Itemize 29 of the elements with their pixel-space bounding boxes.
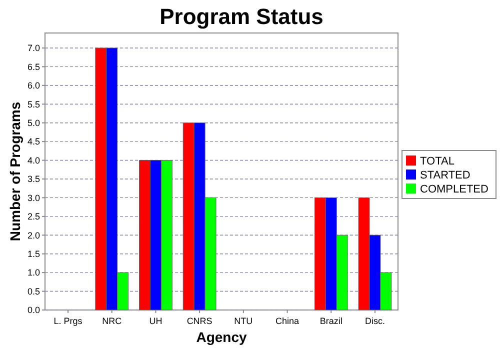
- legend-label: COMPLETED: [420, 184, 489, 196]
- x-tick-label: China: [276, 316, 300, 326]
- y-tick-label: 4.5: [27, 136, 40, 147]
- legend-label: STARTED: [420, 170, 470, 182]
- x-tick-label: Brazil: [320, 316, 342, 326]
- y-tick-label: 3.5: [27, 174, 40, 184]
- y-tick-label: 2.5: [27, 212, 40, 222]
- x-tick-label: CNRS: [186, 316, 212, 326]
- y-tick-label: 3.0: [27, 192, 40, 203]
- x-tick-label: Disc.: [364, 316, 385, 326]
- y-tick-label: 6.0: [27, 80, 40, 91]
- y-tick-label: 2.0: [27, 230, 40, 240]
- x-tick-label: NTU: [234, 316, 253, 326]
- y-tick-label: 1.5: [27, 249, 40, 259]
- x-tick-label: L. Prgs: [54, 316, 83, 326]
- y-axis-title: Number of Programs: [7, 102, 23, 242]
- x-axis-title: Agency: [196, 329, 247, 345]
- legend-label: TOTAL: [420, 156, 454, 168]
- y-tick-label: 0.5: [27, 286, 40, 296]
- y-tick-label: 0.0: [27, 305, 40, 316]
- y-tick-label: 4.0: [27, 155, 40, 166]
- x-tick-label: NRC: [102, 316, 122, 326]
- y-tick-label: 5.5: [27, 99, 40, 110]
- y-tick-label: 1.0: [27, 268, 40, 278]
- chart-title: Program Status: [160, 4, 324, 29]
- y-tick-label: 5.0: [27, 118, 40, 128]
- y-tick-label: 7.0: [27, 43, 40, 54]
- y-tick-label: 6.5: [27, 62, 40, 72]
- x-tick-label: UH: [149, 316, 162, 326]
